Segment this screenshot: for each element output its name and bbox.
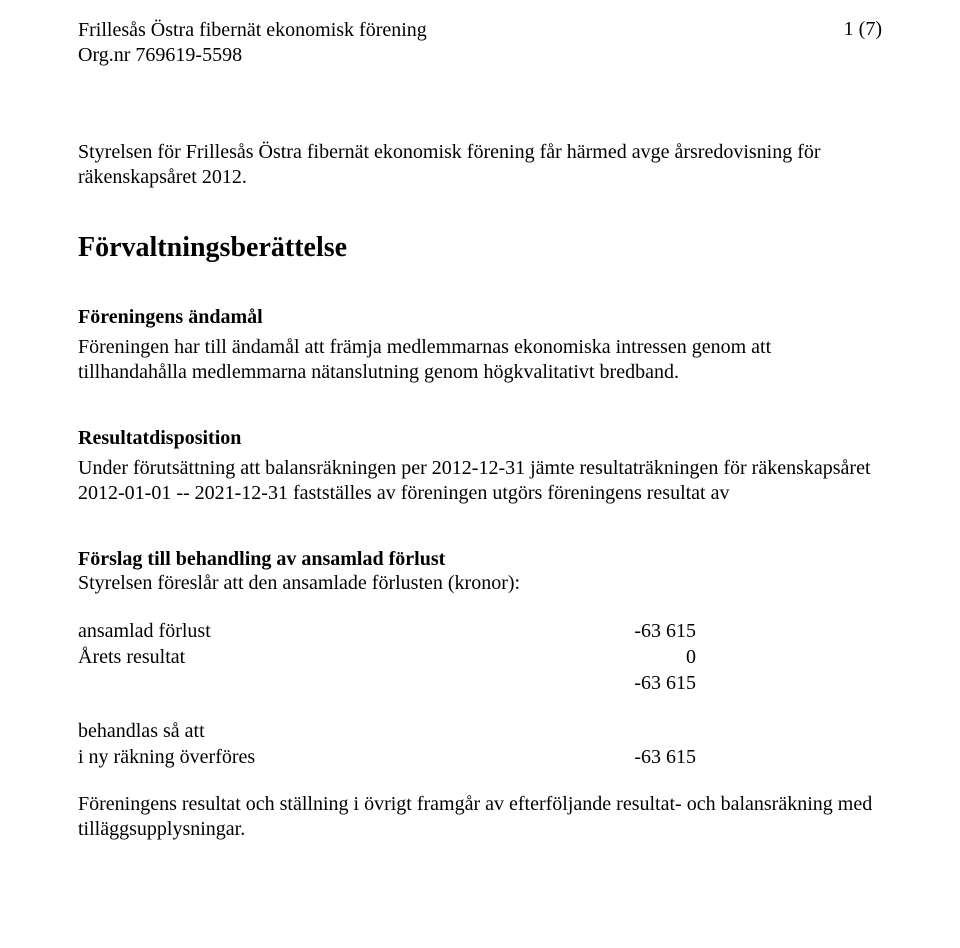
closing-paragraph: Föreningens resultat och ställning i övr…: [78, 792, 882, 842]
heading-foreningens-andamal: Föreningens ändamål: [78, 306, 882, 329]
proposal-subtext: Styrelsen föreslår att den ansamlade för…: [78, 571, 882, 596]
page-header: Frillesås Östra fibernät ekonomisk fören…: [78, 18, 882, 68]
loss-table: ansamlad förlust -63 615 Årets resultat …: [78, 618, 882, 696]
row-value: -63 615: [576, 618, 696, 644]
row-label: i ny räkning överföres: [78, 744, 576, 770]
table-row: -63 615: [78, 670, 696, 696]
row-value: 0: [576, 644, 696, 670]
intro-paragraph: Styrelsen för Frillesås Östra fibernät e…: [78, 140, 882, 190]
table-row: Årets resultat 0: [78, 644, 696, 670]
treat-table: behandlas så att i ny räkning överföres …: [78, 718, 882, 770]
header-left: Frillesås Östra fibernät ekonomisk fören…: [78, 18, 427, 68]
table-row: i ny räkning överföres -63 615: [78, 744, 696, 770]
row-value: -63 615: [576, 744, 696, 770]
org-nr: Org.nr 769619-5598: [78, 43, 427, 68]
table-row: behandlas så att: [78, 718, 696, 744]
row-value: [576, 718, 696, 744]
row-label: ansamlad förlust: [78, 618, 576, 644]
row-value: -63 615: [576, 670, 696, 696]
row-label: [78, 670, 576, 696]
purpose-text: Föreningen har till ändamål att främja m…: [78, 335, 882, 385]
heading-forvaltningsberattelse: Förvaltningsberättelse: [78, 232, 882, 264]
org-name: Frillesås Östra fibernät ekonomisk fören…: [78, 18, 427, 43]
page-number: 1 (7): [844, 18, 882, 41]
row-label: Årets resultat: [78, 644, 576, 670]
heading-resultatdisposition: Resultatdisposition: [78, 427, 882, 450]
treat-heading: behandlas så att: [78, 718, 576, 744]
page: Frillesås Östra fibernät ekonomisk fören…: [0, 0, 960, 948]
disposition-text: Under förutsättning att balansräkningen …: [78, 456, 882, 506]
heading-forslag: Förslag till behandling av ansamlad förl…: [78, 548, 882, 571]
table-row: ansamlad förlust -63 615: [78, 618, 696, 644]
